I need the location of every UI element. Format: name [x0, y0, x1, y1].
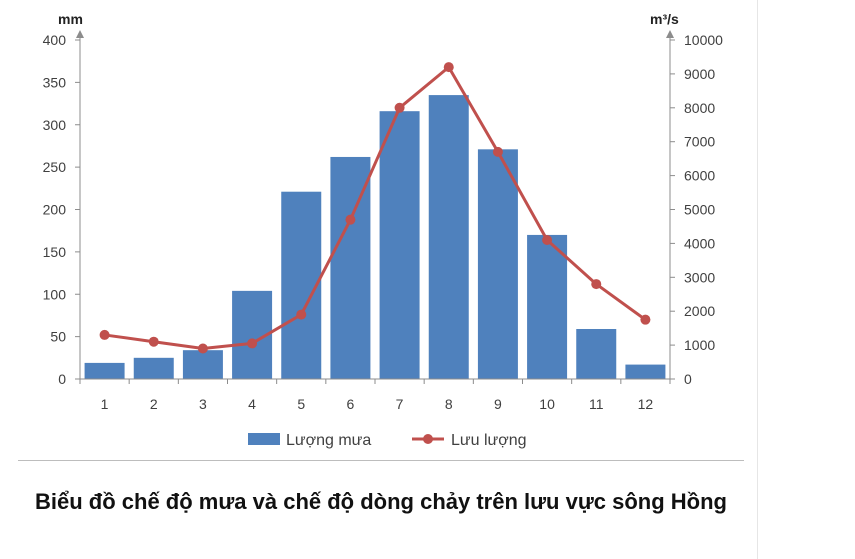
y-axis-right-unit: m³/s — [650, 11, 679, 27]
side-rule — [757, 0, 758, 559]
discharge-point — [148, 336, 159, 347]
bar — [281, 191, 322, 379]
legend-swatch-rainfall — [248, 433, 280, 445]
discharge-point — [99, 329, 110, 340]
discharge-point — [492, 146, 503, 157]
y-tick-label-right: 3000 — [684, 269, 715, 285]
y-axis-left-arrow — [76, 30, 84, 38]
y-tick-label-right: 7000 — [684, 134, 715, 150]
x-tick-label: 4 — [248, 396, 256, 412]
y-tick-label-left: 150 — [43, 244, 67, 260]
x-tick-label: 6 — [347, 396, 355, 412]
y-tick-label-left: 200 — [43, 202, 67, 218]
x-tick-label: 8 — [445, 396, 453, 412]
discharge-point — [247, 338, 258, 349]
y-tick-label-right: 8000 — [684, 100, 715, 116]
x-tick-label: 9 — [494, 396, 502, 412]
x-tick-label: 5 — [297, 396, 305, 412]
x-tick-label: 10 — [539, 396, 555, 412]
y-tick-label-right: 10000 — [684, 32, 723, 48]
y-tick-label-right: 5000 — [684, 202, 715, 218]
discharge-point — [640, 314, 651, 325]
y-tick-label-right: 4000 — [684, 235, 715, 251]
y-axis-left-unit: mm — [58, 11, 83, 27]
x-tick-label: 1 — [101, 396, 109, 412]
y-tick-label-right: 0 — [684, 371, 692, 387]
bar — [625, 364, 666, 379]
legend: Lượng mưa Lưu lượng — [248, 432, 527, 449]
discharge-point — [197, 343, 208, 354]
y-axis-right-arrow — [666, 30, 674, 38]
discharge-point — [345, 214, 356, 225]
bar-series-rainfall — [84, 95, 666, 380]
line-series-discharge — [99, 62, 651, 354]
x-tick-label: 2 — [150, 396, 158, 412]
y-tick-label-left: 350 — [43, 74, 67, 90]
discharge-point — [296, 309, 307, 320]
legend-swatch-discharge-point — [423, 434, 433, 444]
legend-label-rainfall: Lượng mưa — [286, 432, 371, 449]
y-tick-label-left: 250 — [43, 159, 67, 175]
chart: 0501001502002503003504000100020003000400… — [43, 11, 724, 449]
x-tick-label: 7 — [396, 396, 404, 412]
x-tick-label: 12 — [638, 396, 654, 412]
bar — [576, 328, 617, 379]
legend-label-discharge: Lưu lượng — [451, 432, 527, 449]
y-tick-label-right: 1000 — [684, 337, 715, 353]
axes: 0501001502002503003504000100020003000400… — [43, 11, 724, 412]
x-tick-label: 11 — [589, 396, 604, 412]
divider — [18, 460, 744, 461]
y-tick-label-left: 50 — [50, 329, 66, 345]
y-tick-label-right: 6000 — [684, 168, 715, 184]
bar — [527, 234, 568, 379]
bar — [330, 156, 371, 379]
bar — [477, 149, 518, 379]
y-tick-label-left: 0 — [58, 371, 66, 387]
chart-caption: Biểu đồ chế độ mưa và chế độ dòng chảy t… — [35, 489, 727, 514]
y-tick-label-left: 100 — [43, 286, 67, 302]
y-tick-label-right: 9000 — [684, 66, 715, 82]
x-tick-label: 3 — [199, 396, 207, 412]
y-tick-label-left: 400 — [43, 32, 67, 48]
bar — [133, 357, 174, 379]
bar — [428, 95, 469, 380]
y-tick-label-right: 2000 — [684, 303, 715, 319]
discharge-line — [104, 65, 647, 350]
discharge-point — [394, 102, 405, 113]
bar — [84, 362, 125, 379]
bar — [182, 350, 223, 379]
bar — [379, 111, 420, 379]
y-tick-label-left: 300 — [43, 117, 67, 133]
discharge-point — [591, 279, 602, 290]
discharge-point — [542, 235, 553, 246]
discharge-point — [443, 62, 454, 73]
